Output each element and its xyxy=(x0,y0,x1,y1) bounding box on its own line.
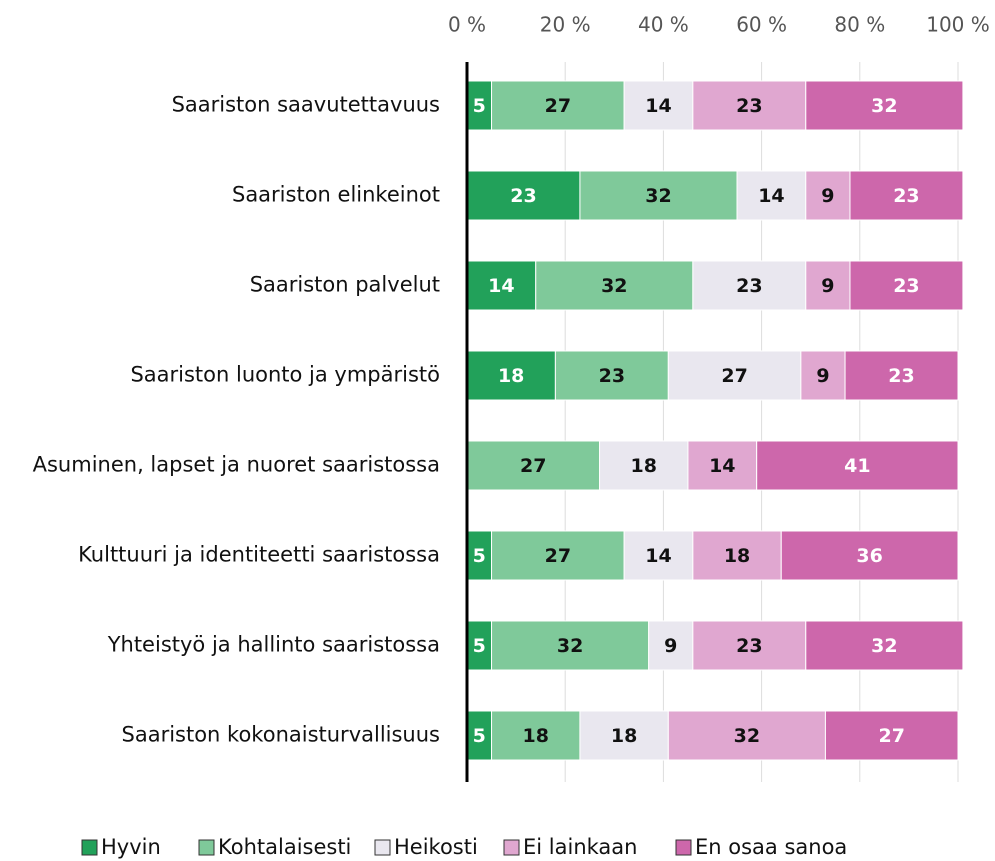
value-label: 18 xyxy=(523,725,549,747)
value-label: 32 xyxy=(645,185,671,207)
value-label: 18 xyxy=(498,365,524,387)
value-label: 27 xyxy=(878,725,904,747)
value-label: 18 xyxy=(724,545,750,567)
value-label: 41 xyxy=(844,455,870,477)
legend-swatch xyxy=(81,839,98,856)
category-label: Saariston palvelut xyxy=(250,273,440,297)
bar-segment xyxy=(687,440,758,491)
value-label: 32 xyxy=(871,635,897,657)
bar-segment xyxy=(805,80,964,131)
value-label: 14 xyxy=(645,545,671,567)
bar-segment xyxy=(491,530,625,581)
value-label: 14 xyxy=(758,185,784,207)
value-label: 36 xyxy=(856,545,882,567)
value-label: 18 xyxy=(611,725,637,747)
bar-segment xyxy=(692,260,807,311)
value-label: 23 xyxy=(510,185,536,207)
x-tick-label: 0 % xyxy=(448,13,486,37)
legend-swatch xyxy=(675,839,692,856)
bar-segment xyxy=(579,170,738,221)
value-label: 32 xyxy=(557,635,583,657)
x-tick-label: 100 % xyxy=(926,13,990,37)
bar-segment xyxy=(554,350,669,401)
value-label: 32 xyxy=(734,725,760,747)
x-tick-label: 20 % xyxy=(540,13,591,37)
category-label: Saariston kokonaisturvallisuus xyxy=(122,723,441,747)
legend-label: Kohtalaisesti xyxy=(218,835,351,859)
value-label: 32 xyxy=(871,95,897,117)
value-label: 14 xyxy=(645,95,671,117)
value-label: 23 xyxy=(893,275,919,297)
category-label: Saariston luonto ja ympäristö xyxy=(130,363,440,387)
bar-segment xyxy=(780,530,959,581)
bar-segment xyxy=(623,80,694,131)
bar-segment xyxy=(824,710,959,761)
value-label: 9 xyxy=(821,185,834,207)
legend-label: En osaa sanoa xyxy=(695,835,847,859)
value-label: 23 xyxy=(736,635,762,657)
legend-swatch xyxy=(503,839,520,856)
value-label: 5 xyxy=(473,635,486,657)
category-label: Yhteistyö ja hallinto saaristossa xyxy=(107,633,440,657)
bar-segment xyxy=(805,620,964,671)
bar-segment xyxy=(800,350,846,401)
category-label: Kulttuuri ja identiteetti saaristossa xyxy=(78,543,440,567)
value-label: 27 xyxy=(721,365,747,387)
bar-segment xyxy=(849,260,964,311)
bar-segment xyxy=(466,710,493,761)
value-label: 9 xyxy=(821,275,834,297)
legend-label: Heikosti xyxy=(394,835,478,859)
value-label: 9 xyxy=(664,635,677,657)
bar-segment xyxy=(623,530,694,581)
category-label: Asuminen, lapset ja nuoret saaristossa xyxy=(33,453,440,477)
value-label: 27 xyxy=(520,455,546,477)
value-label: 23 xyxy=(736,95,762,117)
value-label: 5 xyxy=(473,545,486,567)
bar-segment xyxy=(692,80,807,131)
value-label: 23 xyxy=(888,365,914,387)
category-label: Saariston elinkeinot xyxy=(232,183,440,207)
x-tick-label: 60 % xyxy=(736,13,787,37)
bar-segment xyxy=(756,440,959,491)
bar-segment xyxy=(805,170,851,221)
value-label: 23 xyxy=(736,275,762,297)
value-label: 23 xyxy=(599,365,625,387)
bar-segment xyxy=(844,350,959,401)
bar-segment xyxy=(849,170,964,221)
bar-segment xyxy=(667,710,826,761)
value-label: 32 xyxy=(601,275,627,297)
legend-swatch xyxy=(374,839,391,856)
bar-segment xyxy=(648,620,694,671)
x-tick-label: 80 % xyxy=(834,13,885,37)
value-label: 27 xyxy=(545,95,571,117)
value-label: 14 xyxy=(488,275,514,297)
bar-segment xyxy=(491,80,625,131)
x-tick-label: 40 % xyxy=(638,13,689,37)
bar-segment xyxy=(692,530,782,581)
bar-segment xyxy=(466,350,556,401)
bar-segment xyxy=(599,440,689,491)
bar-segment xyxy=(466,260,537,311)
legend-label: Ei lainkaan xyxy=(523,835,637,859)
bar-segment xyxy=(491,710,581,761)
value-label: 14 xyxy=(709,455,735,477)
bar-segment xyxy=(667,350,802,401)
value-label: 27 xyxy=(545,545,571,567)
value-label: 18 xyxy=(631,455,657,477)
value-label: 5 xyxy=(473,95,486,117)
legend-label: Hyvin xyxy=(101,835,161,859)
bar-segment xyxy=(466,170,581,221)
value-label: 5 xyxy=(473,725,486,747)
category-label: Saariston saavutettavuus xyxy=(172,93,440,117)
legend-swatch xyxy=(198,839,215,856)
value-label: 23 xyxy=(893,185,919,207)
value-label: 9 xyxy=(816,365,829,387)
